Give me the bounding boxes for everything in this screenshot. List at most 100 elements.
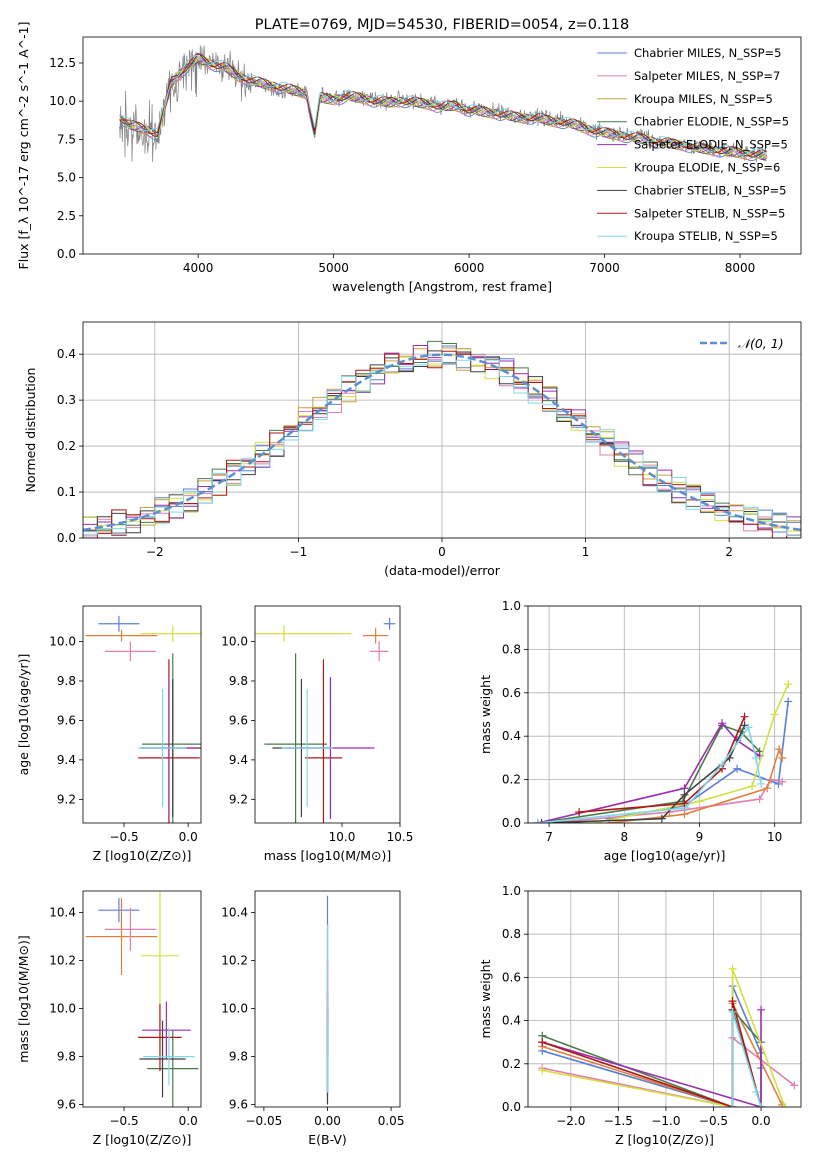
x-tick-label: 0: [438, 545, 446, 559]
errorbar-point: [140, 625, 201, 642]
y-tick-label: 0.0: [57, 531, 76, 545]
axes-frame: [82, 605, 202, 824]
errorbar-plot: [85, 615, 201, 823]
weight-marker: [718, 760, 727, 769]
errorbar-point: [383, 617, 396, 630]
errorbar-point: [104, 907, 157, 951]
legend-label: Chabrier MILES, N_SSP=5: [634, 46, 781, 60]
y-axis-label: age [log10(age/yr)]: [16, 654, 31, 776]
weight-marker: [744, 723, 753, 732]
weight-plot: [538, 964, 799, 1107]
y-tick-label: 0.0: [502, 816, 521, 830]
y-tick-label: 0.2: [502, 1057, 521, 1071]
y-tick-label: 10.0: [221, 1002, 248, 1016]
weight-series-line: [542, 985, 762, 1107]
model-series-line: [119, 55, 767, 156]
weight-marker: [575, 808, 584, 817]
weight-marker: [757, 1005, 766, 1014]
weight-series-line: [537, 721, 761, 823]
errorbar-point: [304, 659, 342, 823]
x-tick-label: −0.5: [699, 1114, 728, 1128]
errorbar-point: [369, 641, 389, 662]
axes-ebv-mass: −0.05 0.00 0.05 9.6 9.8 10.0 10.2 10.4 E(B-V): [221, 890, 404, 1147]
x-tick-label: 5000: [318, 261, 349, 275]
x-tick-label: −1.5: [604, 1114, 633, 1128]
chart-title: PLATE=0769, MJD=54530, FIBERID=0054, z=0…: [255, 17, 629, 33]
y-tick-label: 7.5: [57, 132, 76, 146]
legend-label: Salpeter MILES, N_SSP=7: [634, 69, 780, 83]
weight-marker: [538, 1066, 547, 1075]
gaussian-curve: [83, 353, 801, 532]
y-tick-label: 9.8: [57, 1050, 76, 1064]
x-tick-label: 4000: [183, 261, 214, 275]
weight-series-line: [542, 1036, 795, 1107]
errorbar-point: [147, 1030, 199, 1107]
weight-marker: [680, 810, 689, 819]
legend: Chabrier MILES, N_SSP=5 Salpeter MILES, N…: [597, 46, 789, 243]
weight-marker: [763, 784, 772, 793]
errorbar-point: [85, 898, 158, 975]
weight-series-line: [542, 1007, 762, 1107]
axes-z-weight: −2.0 −1.5 −1.0 −0.5 0.0 0.0 0.2 0.4 0.6 0.8 1.0 Z […: [478, 884, 802, 1147]
y-axis-label: Normed distribution: [23, 368, 38, 493]
y-tick-label: 9.6: [229, 1098, 248, 1112]
x-axis-label: E(B-V): [308, 1132, 347, 1147]
x-tick-label: −0.05: [246, 1114, 283, 1128]
y-tick-label: 10.0: [49, 94, 76, 108]
x-tick-label: 8: [620, 830, 628, 844]
weight-marker: [680, 790, 689, 799]
legend-label: Kroupa STELIB, N_SSP=5: [634, 229, 778, 243]
y-tick-label: 9.6: [229, 713, 248, 727]
weight-marker: [775, 745, 784, 754]
spectrum-plot: [119, 45, 768, 163]
weight-marker: [757, 1103, 766, 1107]
weight-plot: [533, 680, 793, 823]
y-tick-label: 0.2: [502, 773, 521, 787]
x-tick-label: 7: [545, 830, 553, 844]
axes-spectrum: 4000 5000 6000 7000 8000 0.0 2.5 5.0 7.5 10.0 12.5…: [16, 17, 802, 294]
x-tick-label: 9: [696, 830, 704, 844]
y-tick-label: 1.0: [502, 884, 521, 898]
x-axis-label: mass [log10(M/M⊙)]: [264, 848, 392, 863]
y-tick-label: 0.4: [502, 1014, 521, 1028]
x-tick-label: 1: [582, 545, 590, 559]
y-tick-label: 0.6: [502, 686, 521, 700]
legend-label: Chabrier STELIB, N_SSP=5: [634, 183, 786, 197]
errorbar-point: [104, 641, 157, 662]
y-tick-label: 9.8: [229, 674, 248, 688]
x-tick-label: 0.0: [752, 1114, 771, 1128]
errorbar-point: [143, 1027, 195, 1086]
axes-residuals: −2 −1 0 1 2 0.0 0.1 0.2 0.3 0.4 (data-model)/error…: [23, 321, 802, 578]
y-tick-label: 9.2: [57, 792, 76, 806]
x-tick-label: 10.5: [387, 830, 414, 844]
weight-series-line: [537, 725, 762, 823]
axes-frame: [254, 890, 401, 1108]
x-tick-label: −1: [290, 545, 308, 559]
histogram-plot: [83, 340, 801, 538]
y-tick-label: 9.8: [57, 674, 76, 688]
axes-z-mass: −0.5 0.0 9.6 9.8 10.0 10.2 10.4 Z [log10(Z/Z⊙)]…: [16, 890, 202, 1147]
weight-series-line: [537, 724, 761, 823]
y-tick-label: 9.4: [57, 753, 76, 767]
weight-marker: [784, 697, 793, 706]
weight-marker: [778, 777, 787, 786]
weight-marker: [657, 814, 666, 823]
weight-marker: [728, 1103, 737, 1107]
x-tick-label: 0.0: [179, 830, 198, 844]
model-series-line: [119, 52, 767, 157]
y-tick-label: 2.5: [57, 209, 76, 223]
axes-frame: [254, 605, 401, 824]
y-tick-label: 9.6: [57, 1098, 76, 1112]
y-tick-label: 0.8: [502, 642, 521, 656]
weight-marker: [757, 779, 766, 788]
y-tick-label: 0.4: [502, 729, 521, 743]
histogram-series: [83, 354, 801, 538]
y-tick-label: 9.8: [229, 1050, 248, 1064]
weight-marker: [538, 1038, 547, 1047]
x-tick-label: −2: [146, 545, 164, 559]
x-tick-label: −2.0: [556, 1114, 585, 1128]
weight-marker: [784, 680, 793, 689]
weight-marker: [533, 819, 542, 823]
y-tick-label: 0.3: [57, 393, 76, 407]
y-tick-label: 0.8: [502, 927, 521, 941]
